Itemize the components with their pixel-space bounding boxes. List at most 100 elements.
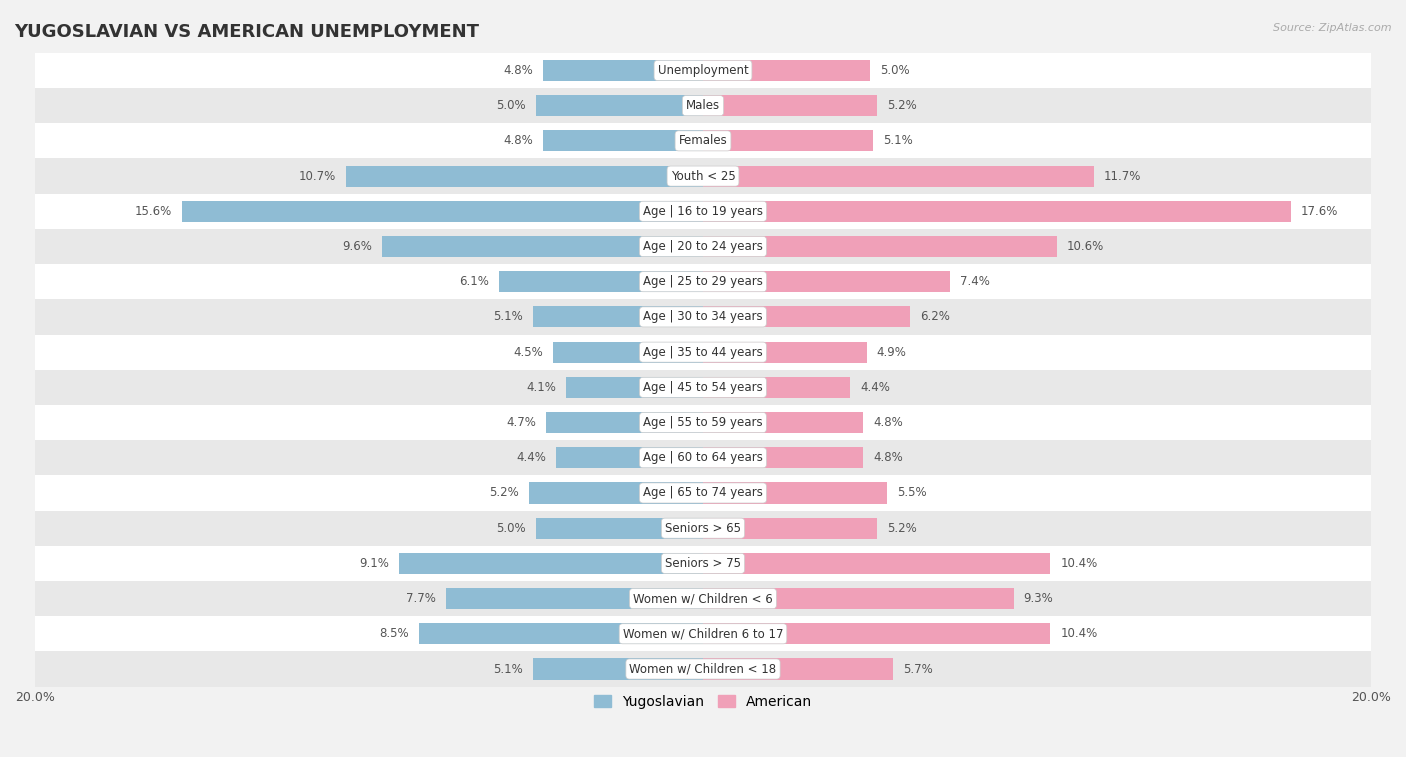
Bar [35, 475, 1371, 510]
Bar [555, 447, 703, 469]
Bar [703, 271, 950, 292]
Bar [703, 447, 863, 469]
Text: Age | 65 to 74 years: Age | 65 to 74 years [643, 487, 763, 500]
Bar [35, 510, 1371, 546]
Text: 7.4%: 7.4% [960, 276, 990, 288]
Text: Source: ZipAtlas.com: Source: ZipAtlas.com [1274, 23, 1392, 33]
Text: 4.4%: 4.4% [860, 381, 890, 394]
Text: Males: Males [686, 99, 720, 112]
Text: Age | 20 to 24 years: Age | 20 to 24 years [643, 240, 763, 253]
Text: 5.2%: 5.2% [887, 522, 917, 534]
Text: 5.0%: 5.0% [880, 64, 910, 77]
Bar [703, 166, 1094, 187]
Bar [181, 201, 703, 222]
Text: 5.7%: 5.7% [904, 662, 934, 675]
Bar [35, 158, 1371, 194]
Bar [543, 130, 703, 151]
Bar [703, 623, 1050, 644]
Text: 5.1%: 5.1% [883, 135, 912, 148]
Bar [703, 201, 1291, 222]
Bar [543, 60, 703, 81]
Text: 6.1%: 6.1% [460, 276, 489, 288]
Text: Age | 45 to 54 years: Age | 45 to 54 years [643, 381, 763, 394]
Text: Unemployment: Unemployment [658, 64, 748, 77]
Bar [35, 616, 1371, 651]
Text: Age | 16 to 19 years: Age | 16 to 19 years [643, 205, 763, 218]
Bar [35, 229, 1371, 264]
Bar [35, 405, 1371, 440]
Bar [546, 412, 703, 433]
Text: Age | 35 to 44 years: Age | 35 to 44 years [643, 346, 763, 359]
Text: 5.1%: 5.1% [494, 310, 523, 323]
Bar [35, 369, 1371, 405]
Text: 5.0%: 5.0% [496, 522, 526, 534]
Bar [382, 236, 703, 257]
Text: 5.2%: 5.2% [887, 99, 917, 112]
Bar [703, 236, 1057, 257]
Text: 5.1%: 5.1% [494, 662, 523, 675]
Text: 4.8%: 4.8% [873, 451, 903, 464]
Text: 4.8%: 4.8% [503, 135, 533, 148]
Text: 17.6%: 17.6% [1301, 205, 1339, 218]
Bar [703, 307, 910, 328]
Text: 5.2%: 5.2% [489, 487, 519, 500]
Bar [35, 546, 1371, 581]
Text: Women w/ Children < 18: Women w/ Children < 18 [630, 662, 776, 675]
Bar [703, 553, 1050, 574]
Text: Age | 25 to 29 years: Age | 25 to 29 years [643, 276, 763, 288]
Text: Age | 55 to 59 years: Age | 55 to 59 years [643, 416, 763, 429]
Bar [35, 88, 1371, 123]
Bar [35, 123, 1371, 158]
Bar [567, 377, 703, 398]
Text: 4.8%: 4.8% [503, 64, 533, 77]
Text: Females: Females [679, 135, 727, 148]
Text: 5.5%: 5.5% [897, 487, 927, 500]
Text: Women w/ Children < 6: Women w/ Children < 6 [633, 592, 773, 605]
Bar [703, 412, 863, 433]
Bar [703, 130, 873, 151]
Bar [703, 518, 877, 539]
Text: Youth < 25: Youth < 25 [671, 170, 735, 182]
Bar [35, 299, 1371, 335]
Text: 9.3%: 9.3% [1024, 592, 1053, 605]
Bar [703, 588, 1014, 609]
Bar [536, 518, 703, 539]
Text: 8.5%: 8.5% [380, 628, 409, 640]
Bar [419, 623, 703, 644]
Text: 4.8%: 4.8% [873, 416, 903, 429]
Text: Seniors > 65: Seniors > 65 [665, 522, 741, 534]
Text: YUGOSLAVIAN VS AMERICAN UNEMPLOYMENT: YUGOSLAVIAN VS AMERICAN UNEMPLOYMENT [14, 23, 479, 41]
Text: 4.1%: 4.1% [526, 381, 555, 394]
Bar [35, 264, 1371, 299]
Bar [536, 95, 703, 117]
Legend: Yugoslavian, American: Yugoslavian, American [589, 690, 817, 715]
Bar [35, 440, 1371, 475]
Text: 7.7%: 7.7% [406, 592, 436, 605]
Text: 6.2%: 6.2% [920, 310, 950, 323]
Text: 11.7%: 11.7% [1104, 170, 1142, 182]
Text: 15.6%: 15.6% [135, 205, 172, 218]
Text: 10.4%: 10.4% [1060, 628, 1098, 640]
Bar [35, 53, 1371, 88]
Text: 4.7%: 4.7% [506, 416, 536, 429]
Bar [35, 194, 1371, 229]
Text: Women w/ Children 6 to 17: Women w/ Children 6 to 17 [623, 628, 783, 640]
Text: Age | 60 to 64 years: Age | 60 to 64 years [643, 451, 763, 464]
Bar [703, 60, 870, 81]
Text: 4.4%: 4.4% [516, 451, 546, 464]
Bar [703, 659, 893, 680]
Text: 4.5%: 4.5% [513, 346, 543, 359]
Bar [399, 553, 703, 574]
Bar [703, 377, 851, 398]
Text: 10.6%: 10.6% [1067, 240, 1104, 253]
Bar [35, 651, 1371, 687]
Bar [35, 335, 1371, 369]
Bar [529, 482, 703, 503]
Text: Seniors > 75: Seniors > 75 [665, 557, 741, 570]
Bar [553, 341, 703, 363]
Bar [703, 482, 887, 503]
Text: 10.7%: 10.7% [298, 170, 336, 182]
Bar [346, 166, 703, 187]
Text: 4.9%: 4.9% [877, 346, 907, 359]
Bar [499, 271, 703, 292]
